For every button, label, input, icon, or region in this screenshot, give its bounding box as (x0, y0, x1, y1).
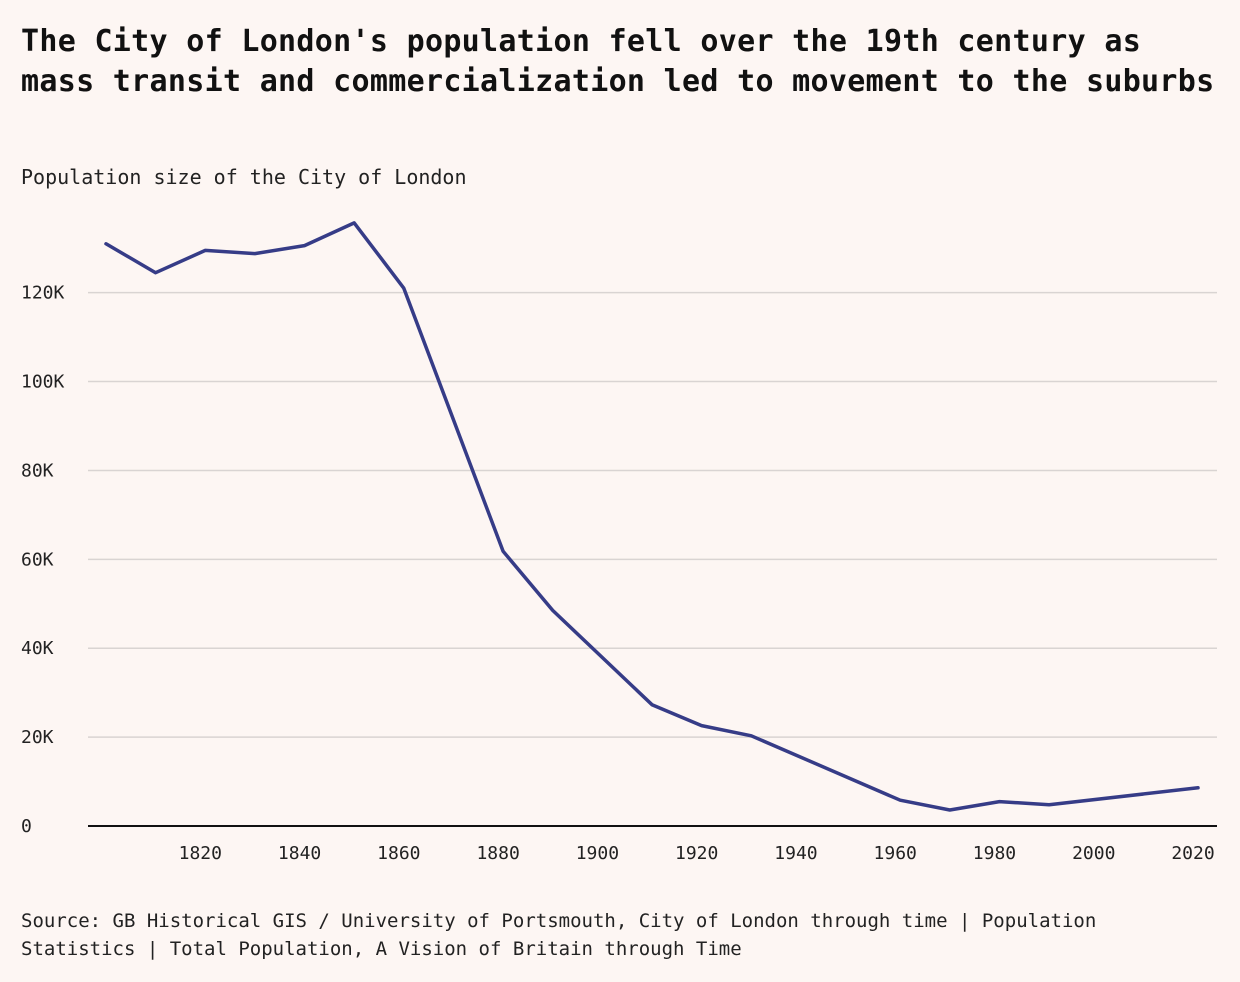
data-point-1931 (748, 733, 754, 739)
x-tick-label: 1940 (774, 843, 817, 864)
x-tick-label: 1920 (675, 843, 718, 864)
x-tick-label: 1900 (576, 843, 619, 864)
data-point-1881 (500, 548, 506, 554)
data-point-1851 (351, 220, 357, 226)
population-line-chart: 0 20K 40K 60K 80K 100K 120K 1820 1840 1860 1880 19… (21, 220, 1217, 864)
x-tick-label: 1860 (377, 843, 420, 864)
y-tick-label: 40K (21, 638, 54, 659)
x-tick-label: 1960 (874, 843, 917, 864)
source-note: Source: GB Historical GIS / University o… (21, 910, 1097, 960)
gridlines (88, 291, 1217, 738)
data-points (103, 220, 1201, 813)
data-point-1971 (947, 807, 953, 813)
x-tick-label: 1980 (973, 843, 1016, 864)
y-tick-label: 60K (21, 549, 54, 570)
x-axis-labels: 1820 1840 1860 1880 1900 1920 1940 1960 1980 2000… (179, 843, 1215, 864)
data-point-1921 (699, 723, 705, 729)
data-point-1981 (996, 799, 1002, 805)
population-series-line (104, 221, 1200, 812)
data-point-1991 (1046, 802, 1052, 808)
data-point-1801 (103, 241, 109, 247)
data-point-1811 (153, 270, 159, 276)
y-tick-label: 0 (21, 816, 32, 837)
x-tick-label: 1820 (179, 843, 222, 864)
y-tick-label: 120K (21, 283, 65, 304)
y-axis-labels: 0 20K 40K 60K 80K 100K 120K (21, 283, 65, 837)
y-tick-label: 80K (21, 460, 54, 481)
chart-title: The City of London's population fell ove… (21, 24, 1215, 99)
data-point-2021 (1195, 785, 1201, 791)
x-tick-label: 1840 (278, 843, 321, 864)
data-point-1961 (897, 797, 903, 803)
data-point-1841 (302, 243, 308, 249)
data-point-1861 (401, 285, 407, 291)
data-point-1891 (550, 607, 556, 613)
y-tick-label: 20K (21, 727, 54, 748)
data-point-1821 (202, 247, 208, 253)
x-tick-label: 2000 (1072, 843, 1115, 864)
x-tick-label: 1880 (476, 843, 519, 864)
data-point-1911 (649, 702, 655, 708)
data-point-1831 (252, 251, 258, 257)
y-tick-label: 100K (21, 372, 65, 393)
chart-subtitle: Population size of the City of London (21, 165, 467, 189)
x-tick-label: 2020 (1171, 843, 1214, 864)
